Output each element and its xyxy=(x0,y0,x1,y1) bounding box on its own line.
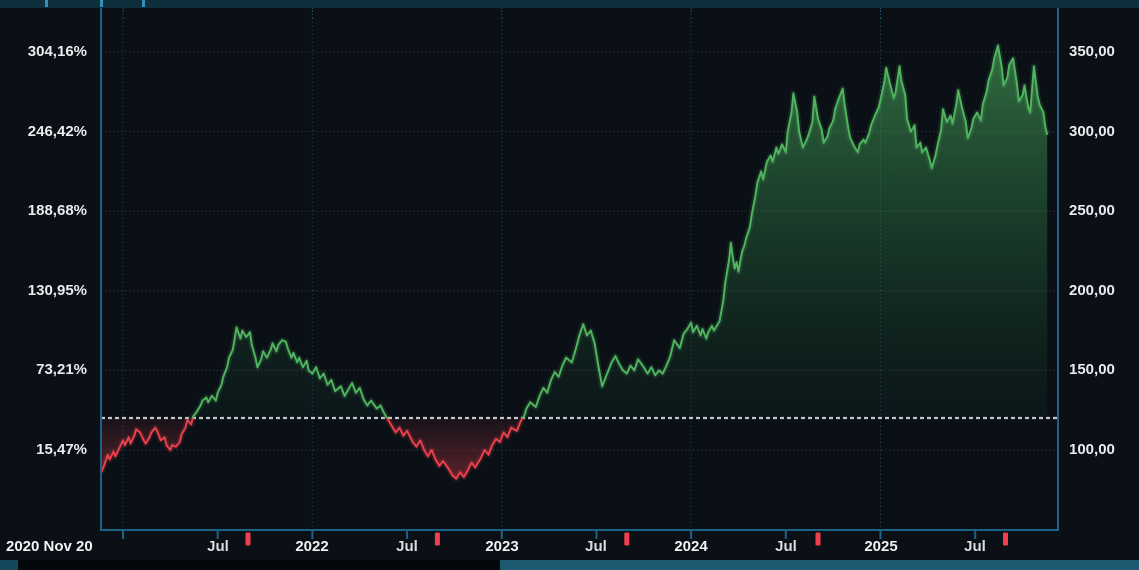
x-axis-label: Jul xyxy=(207,538,229,555)
x-axis-label: Jul xyxy=(585,538,607,555)
x-axis-label: 2020 Nov 20 xyxy=(6,538,93,555)
percent-tick-label: 130,95% xyxy=(27,281,87,299)
x-axis-label: 2022 xyxy=(295,538,329,555)
percent-tick-label: 246,42% xyxy=(27,122,87,140)
price-tick-label: 150,00 xyxy=(1069,361,1115,379)
time-scale-axis[interactable]: 2020 Nov 20 Jul 2022 Jul 2023 Jul 2024 J… xyxy=(0,538,1139,560)
percent-tick-label: 15,47% xyxy=(36,441,87,458)
x-axis-label: Jul xyxy=(396,538,418,555)
x-axis-label: 2025 xyxy=(864,538,898,555)
price-scale-axis[interactable]: 350,00 300,00 250,00 200,00 150,00 100,0… xyxy=(1069,0,1139,530)
price-tick-label: 300,00 xyxy=(1069,122,1115,140)
price-tick-label: 250,00 xyxy=(1069,202,1115,220)
x-axis-label: 2024 xyxy=(674,538,708,555)
x-axis-label: Jul xyxy=(775,538,797,555)
x-axis-label: Jul xyxy=(964,538,986,555)
price-tick-label: 100,00 xyxy=(1069,441,1115,458)
horizontal-scrollbar[interactable] xyxy=(0,560,1139,570)
scrollbar-left-block[interactable] xyxy=(0,560,18,570)
percent-tick-label: 188,68% xyxy=(27,202,87,220)
percent-scale-axis[interactable]: 304,16% 246,42% 188,68% 130,95% 73,21% 1… xyxy=(0,0,93,530)
scrollbar-thumb[interactable] xyxy=(500,560,1139,570)
price-tick-label: 350,00 xyxy=(1069,43,1115,60)
pane-divider[interactable] xyxy=(0,0,1139,8)
price-tick-label: 200,00 xyxy=(1069,281,1115,299)
percent-tick-label: 304,16% xyxy=(27,43,87,60)
x-axis-label: 2023 xyxy=(485,538,519,555)
percent-tick-label: 73,21% xyxy=(36,361,87,379)
